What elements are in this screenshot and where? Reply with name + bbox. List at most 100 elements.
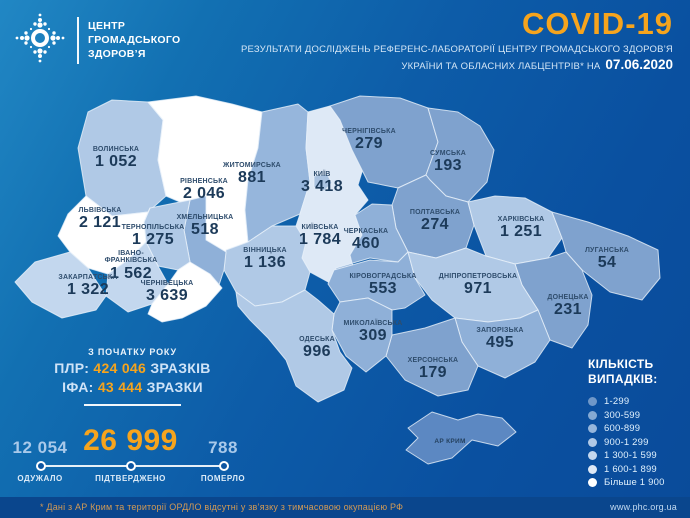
region-label-chernivetska: ЧЕРНІВЕЦЬКА 3 639 [141,280,194,305]
region-name: ХЕРСОНСЬКА [407,357,459,364]
ifa-value: 43 444 [97,379,143,395]
region-name: ХАРКІВСЬКА [497,216,545,223]
region-name: ОДЕСЬКА [299,336,335,343]
confirmed-value: 26 999 [83,424,178,457]
region-value: 2 046 [182,185,226,203]
oblast-odeska-shape [235,289,353,403]
region-label-odeska: ОДЕСЬКА 996 [299,336,335,361]
phc-logo-icon [15,13,65,63]
died-counter: 788 [193,438,253,458]
oblast-khersonska-shape [385,317,479,397]
legend-item: 300-599 [588,409,665,423]
died-value: 788 [208,438,238,457]
region-label-kyiv-city: КИЇВ 3 418 [301,171,343,196]
phc-site-link[interactable]: www.phc.org.ua [610,502,677,512]
died-dot [219,461,229,471]
region-label-ivano-frankivska: ІВАНО-ФРАНКІВСЬКА 1 562 [101,250,161,282]
crimea-label: АР КРИМ [434,438,466,445]
region-name: СУМСЬКА [430,150,466,157]
legend-dot [588,424,597,434]
region-name: ЛУГАНСЬКА [584,247,630,254]
legend-dot [588,410,597,420]
region-label-cherkaska: ЧЕРКАСЬКА 460 [344,228,389,253]
page-title: COVID-19 [522,6,673,41]
region-label-kharkivska: ХАРКІВСЬКА 1 251 [498,216,545,241]
legend-dot [588,437,597,447]
region-name: ВОЛИНСЬКА [92,146,140,153]
legend-range: 1 300-1 599 [604,450,657,462]
region-name: ЗАКАРПАТСЬКА [58,274,118,281]
region-value: 495 [486,334,514,352]
oblast-luhanska-shape [551,211,661,301]
region-value: 279 [355,135,383,153]
died-label: ПОМЕРЛО [200,474,246,483]
plr-unit: ЗРАЗКІВ [150,360,211,376]
legend-range: Більше 1 900 [604,477,665,489]
legend-item: 1 300-1 599 [588,449,665,463]
subtitle-line2-text: УКРАЇНИ ТА ОБЛАСНИХ ЛАБЦЕНТРІВ* НА [401,61,601,72]
legend-dot [588,478,597,488]
region-label-zaporizka: ЗАПОРІЗЬКА 495 [476,327,523,352]
legend-title-line2: ВИПАДКІВ: [588,372,658,386]
oblast-zakarpatska-shape [14,251,107,319]
stats-divider [84,404,181,406]
plr-value: 424 046 [93,360,147,376]
region-label-kirovohradska: КІРОВОГРАДСЬКА 553 [349,273,416,298]
region-value: 3 639 [145,287,189,305]
region-label-rivnenska: РІВНЕНСЬКА 2 046 [180,178,228,203]
crimea-ordlo-note: * Дані з АР Крим та території ОРДЛО відс… [40,502,404,512]
region-name: ВІННИЦЬКА [243,247,287,254]
recovered-dot [36,461,46,471]
region-value: 1 562 [109,264,153,282]
oblast-cherkaska-shape [331,203,409,285]
region-label-ternopilska: ТЕРНОПІЛЬСЬКА 1 275 [122,224,185,249]
report-date: 07.06.2020 [605,57,673,72]
region-name: ЧЕРНІВЕЦЬКА [140,280,194,287]
region-label-khersonska: ХЕРСОНСЬКА 179 [408,357,459,382]
region-name: ДОНЕЦЬКА [547,294,589,301]
legend-range: 1-299 [604,396,630,408]
legend-dot [588,464,597,474]
region-name: РІВНЕНСЬКА [180,178,228,185]
ifa-unit: ЗРАЗКИ [146,379,203,395]
region-label-sumska: СУМСЬКА 193 [430,150,466,175]
region-label-zakarpatska: ЗАКАРПАТСЬКА 1 322 [58,274,117,299]
region-name: ХМЕЛЬНИЦЬКА [176,214,234,221]
subtitle-line1: РЕЗУЛЬТАТИ ДОСЛІДЖЕНЬ РЕФЕРЕНС-ЛАБОРАТОР… [240,44,673,55]
region-value: 518 [191,221,219,239]
legend-range: 600-899 [604,423,641,435]
region-value: 309 [359,327,387,345]
legend-item: Більше 1 900 [588,476,665,490]
legend-dot [588,451,597,461]
legend-title: КІЛЬКІСТЬ ВИПАДКІВ: [588,357,665,387]
legend-item: 600-899 [588,422,665,436]
region-name: ДНІПРОПЕТРОВСЬКА [438,273,518,280]
region-value: 1 275 [131,231,175,249]
since-title: З ПОЧАТКУ РОКУ [88,347,177,357]
region-label-zhytomyrska: ЖИТОМИРСЬКА 881 [223,162,281,187]
region-label-vinnytska: ВІННИЦЬКА 1 136 [243,247,286,272]
legend-rows: 1-299 300-599 600-899 900-1 299 1 300-1 … [588,395,665,490]
logo-separator [77,17,79,64]
recovered-counter: 12 054 [8,438,72,458]
ifa-label: ІФА: [62,379,94,395]
region-name: ТЕРНОПІЛЬСЬКА [121,224,185,231]
footer-bar: * Дані з АР Крим та території ОРДЛО відс… [0,497,690,518]
region-label-luhanska: ЛУГАНСЬКА 54 [585,247,629,272]
confirmed-dot [126,461,136,471]
region-value: 553 [369,280,397,298]
region-name: ІВАНО-ФРАНКІВСЬКА [104,250,158,265]
region-name: ЗАПОРІЗЬКА [476,327,524,334]
legend-range: 900-1 299 [604,436,649,448]
region-name: МИКОЛАЇВСЬКА [343,320,403,327]
region-value: 193 [434,157,462,175]
region-value: 54 [597,254,617,272]
plr-label: ПЛР: [54,360,90,376]
region-name: КІРОВОГРАДСЬКА [349,273,417,280]
region-label-donetska: ДОНЕЦЬКА 231 [547,294,588,319]
region-value: 1 136 [243,254,287,272]
region-name: ЛЬВІВСЬКА [78,207,122,214]
region-value: 2 121 [78,214,122,232]
region-label-kyivska: КИЇВСЬКА 1 784 [299,224,341,249]
